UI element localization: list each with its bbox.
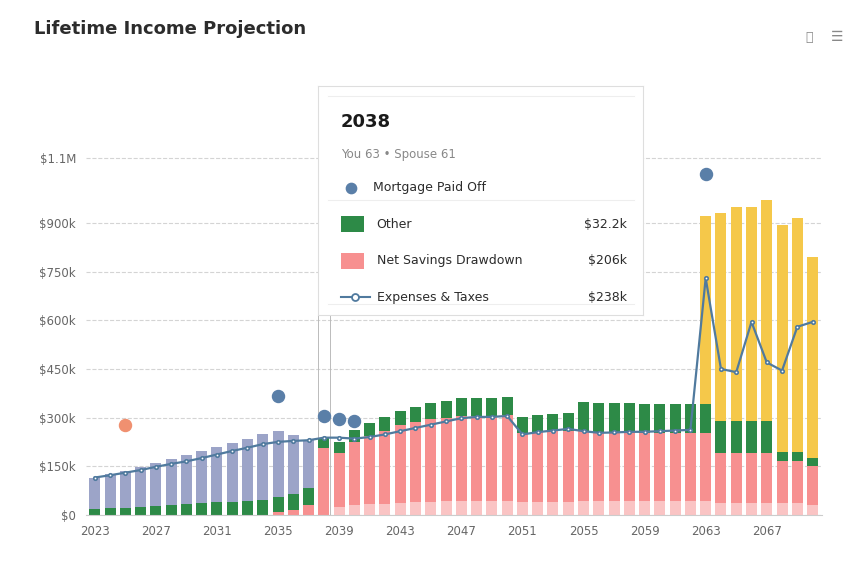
- Bar: [334, 453, 345, 507]
- Point: [118, 420, 132, 429]
- Bar: [334, 448, 345, 515]
- Bar: [471, 398, 482, 416]
- Bar: [578, 431, 589, 501]
- Bar: [532, 502, 544, 515]
- Point: [317, 411, 330, 420]
- Bar: [242, 439, 253, 515]
- Bar: [455, 398, 467, 416]
- Bar: [776, 461, 788, 503]
- Bar: [517, 417, 528, 433]
- Bar: [318, 448, 330, 515]
- Bar: [609, 403, 620, 432]
- Bar: [578, 402, 589, 431]
- Bar: [654, 404, 665, 433]
- Bar: [562, 502, 574, 515]
- Bar: [776, 503, 788, 515]
- Bar: [609, 432, 620, 501]
- Bar: [654, 501, 665, 515]
- Bar: [731, 503, 742, 515]
- Point: [698, 170, 712, 179]
- Bar: [165, 459, 176, 515]
- Bar: [669, 501, 681, 515]
- Bar: [425, 502, 437, 515]
- Bar: [669, 404, 681, 433]
- Bar: [471, 416, 482, 500]
- Bar: [746, 421, 757, 453]
- Bar: [181, 455, 192, 515]
- Bar: [486, 398, 497, 416]
- FancyBboxPatch shape: [341, 216, 364, 232]
- Bar: [746, 503, 757, 515]
- Bar: [410, 407, 421, 422]
- Bar: [792, 503, 803, 515]
- Bar: [700, 404, 711, 433]
- Bar: [776, 452, 788, 461]
- Bar: [258, 434, 268, 515]
- Bar: [548, 502, 558, 515]
- Bar: [349, 505, 360, 515]
- Bar: [120, 471, 131, 515]
- Bar: [685, 404, 696, 433]
- Bar: [395, 503, 406, 515]
- Bar: [104, 474, 116, 515]
- Bar: [104, 509, 116, 515]
- Bar: [486, 500, 497, 515]
- Bar: [548, 414, 558, 431]
- Text: $206k: $206k: [588, 255, 627, 267]
- Text: Lifetime Income Projection: Lifetime Income Projection: [33, 20, 306, 38]
- Bar: [364, 423, 375, 436]
- Bar: [303, 488, 314, 505]
- Bar: [349, 430, 360, 442]
- Bar: [548, 431, 558, 502]
- Point: [348, 416, 361, 426]
- Bar: [685, 501, 696, 515]
- Bar: [486, 416, 497, 500]
- Bar: [731, 421, 742, 453]
- Bar: [502, 500, 513, 515]
- Bar: [624, 403, 635, 432]
- Bar: [639, 404, 650, 433]
- FancyBboxPatch shape: [341, 253, 364, 269]
- Bar: [532, 415, 544, 432]
- Bar: [334, 442, 345, 453]
- Bar: [502, 415, 513, 500]
- Bar: [288, 494, 299, 510]
- Bar: [761, 453, 772, 503]
- Bar: [318, 444, 330, 515]
- Bar: [181, 505, 192, 515]
- Bar: [288, 435, 299, 515]
- Text: $238k: $238k: [588, 291, 627, 304]
- Bar: [700, 216, 711, 404]
- Bar: [578, 501, 589, 515]
- Bar: [792, 218, 803, 452]
- Bar: [731, 453, 742, 503]
- Bar: [792, 452, 803, 461]
- Bar: [425, 419, 437, 502]
- Bar: [532, 432, 544, 502]
- Bar: [135, 507, 146, 515]
- Bar: [471, 500, 482, 515]
- Bar: [227, 443, 238, 515]
- Bar: [807, 505, 818, 515]
- Bar: [792, 461, 803, 503]
- Bar: [502, 397, 513, 415]
- Bar: [334, 507, 345, 515]
- Bar: [196, 503, 207, 515]
- Bar: [242, 501, 253, 515]
- Bar: [410, 502, 421, 515]
- Bar: [89, 478, 100, 515]
- Bar: [364, 505, 375, 515]
- Bar: [441, 418, 452, 501]
- Bar: [211, 447, 223, 515]
- Bar: [151, 506, 161, 515]
- Bar: [746, 453, 757, 503]
- Bar: [609, 501, 620, 515]
- Text: You 63 • Spouse 61: You 63 • Spouse 61: [341, 148, 455, 161]
- Bar: [211, 502, 223, 515]
- Bar: [593, 403, 604, 432]
- Bar: [410, 422, 421, 502]
- Text: Net Savings Drawdown: Net Savings Drawdown: [377, 255, 522, 267]
- Bar: [258, 500, 268, 515]
- Text: 2038: 2038: [341, 113, 391, 131]
